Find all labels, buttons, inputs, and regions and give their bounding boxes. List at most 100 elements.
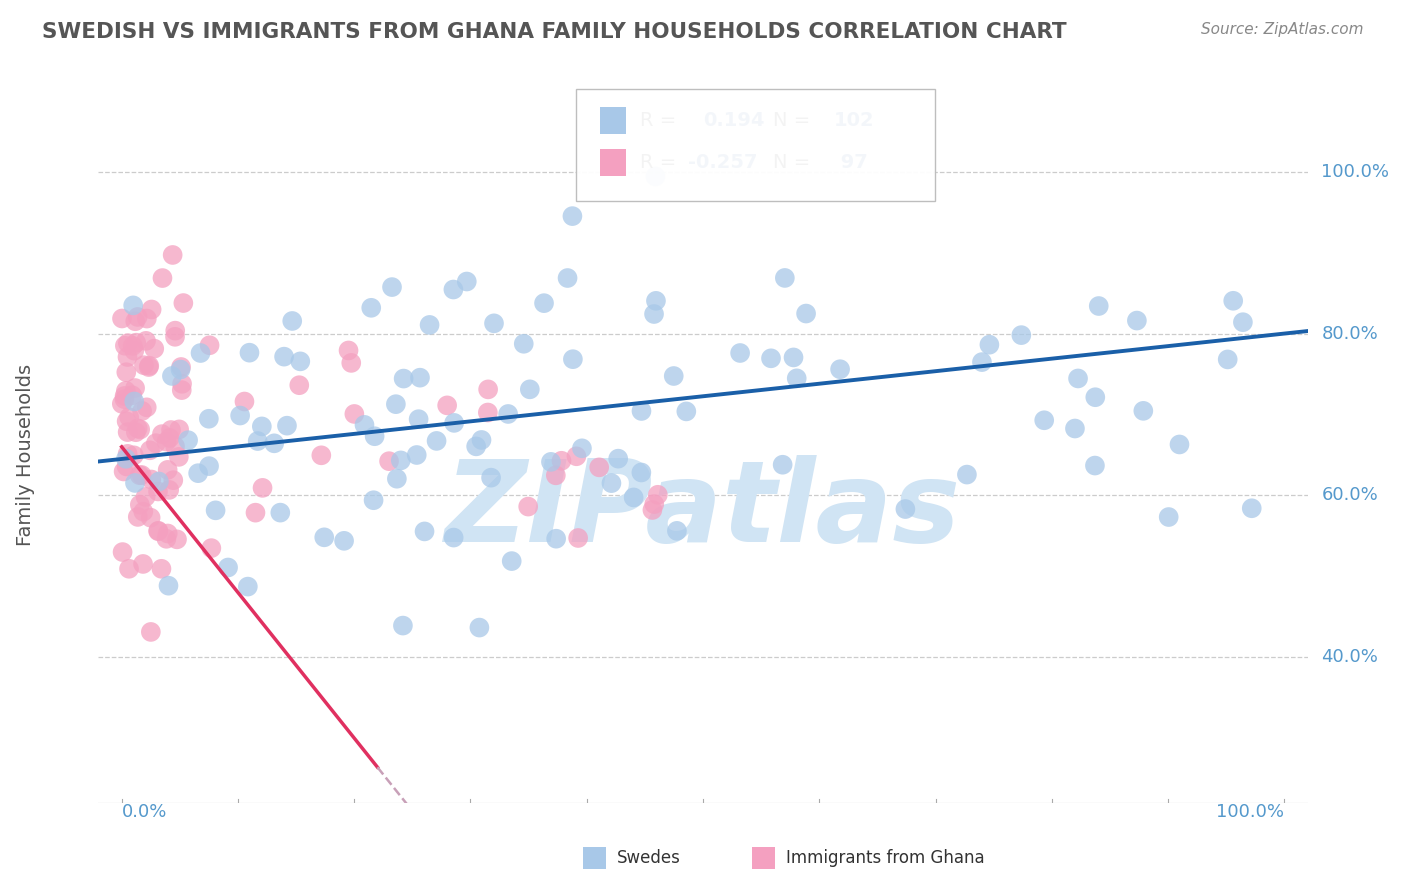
- Point: [155, 434, 177, 449]
- Point: [281, 314, 304, 328]
- Text: R =: R =: [640, 153, 676, 172]
- Point: [1084, 390, 1107, 404]
- Point: [894, 502, 917, 516]
- Point: [533, 296, 555, 310]
- Point: [135, 401, 157, 415]
- Point: [115, 451, 138, 466]
- Point: [363, 493, 385, 508]
- Point: [360, 301, 382, 315]
- Point: [170, 383, 193, 397]
- Point: [236, 580, 259, 594]
- Point: [128, 498, 150, 512]
- Point: [314, 530, 336, 544]
- Point: [111, 545, 134, 559]
- Point: [643, 497, 665, 511]
- Point: [124, 314, 146, 328]
- Point: [117, 425, 139, 439]
- Point: [311, 448, 333, 462]
- Point: [121, 339, 143, 353]
- Point: [166, 533, 188, 547]
- Text: Source: ZipAtlas.com: Source: ZipAtlas.com: [1201, 22, 1364, 37]
- Point: [115, 414, 138, 428]
- Point: [337, 343, 360, 358]
- Point: [772, 458, 794, 472]
- Point: [1132, 404, 1154, 418]
- Point: [118, 562, 141, 576]
- Point: [340, 356, 363, 370]
- Point: [170, 376, 193, 391]
- Point: [132, 358, 155, 372]
- Point: [269, 506, 291, 520]
- Point: [152, 271, 174, 285]
- Point: [561, 352, 583, 367]
- Point: [482, 316, 505, 330]
- Point: [728, 346, 751, 360]
- Point: [135, 311, 157, 326]
- Point: [588, 460, 610, 475]
- Point: [607, 451, 630, 466]
- Point: [159, 431, 181, 445]
- Point: [363, 429, 385, 443]
- Point: [122, 448, 145, 462]
- Point: [501, 554, 523, 568]
- Point: [630, 404, 652, 418]
- Point: [513, 336, 536, 351]
- Point: [132, 557, 155, 571]
- Point: [135, 334, 157, 348]
- Point: [333, 533, 356, 548]
- Point: [1067, 371, 1090, 385]
- Point: [125, 335, 148, 350]
- Point: [273, 350, 295, 364]
- Point: [662, 369, 685, 384]
- Point: [647, 488, 669, 502]
- Point: [115, 384, 138, 398]
- Point: [550, 454, 572, 468]
- Point: [443, 416, 465, 430]
- Point: [385, 397, 408, 411]
- Point: [413, 524, 436, 539]
- Point: [645, 293, 668, 308]
- Point: [150, 427, 173, 442]
- Point: [139, 510, 162, 524]
- Point: [419, 318, 441, 332]
- Text: 0.0%: 0.0%: [122, 803, 167, 821]
- Point: [623, 491, 645, 505]
- Point: [204, 503, 226, 517]
- Text: R =: R =: [640, 111, 676, 130]
- Point: [250, 419, 273, 434]
- Point: [145, 436, 167, 450]
- Point: [1222, 293, 1244, 308]
- Text: 60.0%: 60.0%: [1322, 486, 1378, 504]
- Point: [546, 532, 568, 546]
- Point: [114, 339, 136, 353]
- Point: [1126, 313, 1149, 327]
- Point: [773, 271, 796, 285]
- Point: [124, 343, 146, 358]
- Point: [217, 560, 239, 574]
- Point: [381, 280, 404, 294]
- Point: [124, 475, 146, 490]
- Point: [167, 450, 190, 464]
- Point: [132, 505, 155, 519]
- Text: ZIPatlas: ZIPatlas: [444, 455, 962, 566]
- Point: [567, 531, 589, 545]
- Point: [794, 307, 817, 321]
- Point: [830, 362, 852, 376]
- Point: [496, 407, 519, 421]
- Point: [644, 169, 666, 184]
- Point: [156, 526, 179, 541]
- Point: [125, 425, 148, 440]
- Point: [177, 433, 200, 447]
- Point: [1232, 315, 1254, 329]
- Point: [276, 418, 298, 433]
- Point: [150, 562, 173, 576]
- Point: [470, 433, 492, 447]
- Point: [1064, 421, 1087, 435]
- Point: [1010, 328, 1032, 343]
- Point: [141, 302, 163, 317]
- Point: [405, 448, 427, 462]
- Text: Swedes: Swedes: [617, 849, 681, 867]
- Point: [970, 355, 993, 369]
- Point: [477, 383, 499, 397]
- Point: [456, 275, 478, 289]
